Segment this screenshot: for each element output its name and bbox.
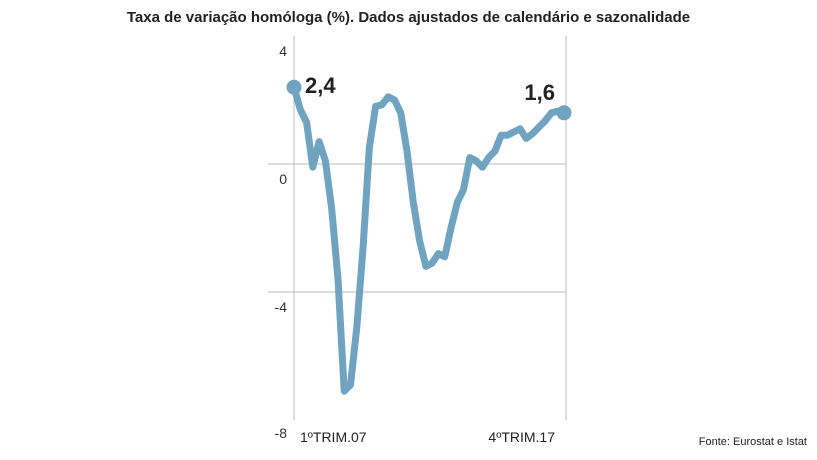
y-tick-label: -4	[275, 299, 288, 315]
source-note: Fonte: Eurostat e Istat	[698, 436, 807, 448]
y-tick-label: -8	[275, 425, 288, 441]
chart-title: Taxa de variação homóloga (%). Dados aju…	[126, 9, 691, 26]
series-growth-rate	[286, 79, 572, 395]
y-tick-label: 0	[279, 171, 287, 187]
first-point-marker	[286, 79, 302, 95]
x-tick-label-start: 1ºTRIM.07	[300, 429, 367, 445]
x-tick-labels: 1ºTRIM.07 4ºTRIM.17	[300, 429, 555, 445]
first-value-label: 2,4	[305, 73, 336, 98]
series-line	[290, 83, 568, 395]
data-labels: 2,4 1,6	[305, 73, 555, 105]
y-tick-label: 4	[279, 43, 287, 59]
grid-lines	[268, 163, 566, 293]
y-tick-labels: 4 0 -4 -8	[275, 43, 288, 441]
last-value-label: 1,6	[524, 80, 555, 105]
x-tick-label-end: 4ºTRIM.17	[488, 429, 555, 445]
last-point-marker	[556, 105, 572, 121]
